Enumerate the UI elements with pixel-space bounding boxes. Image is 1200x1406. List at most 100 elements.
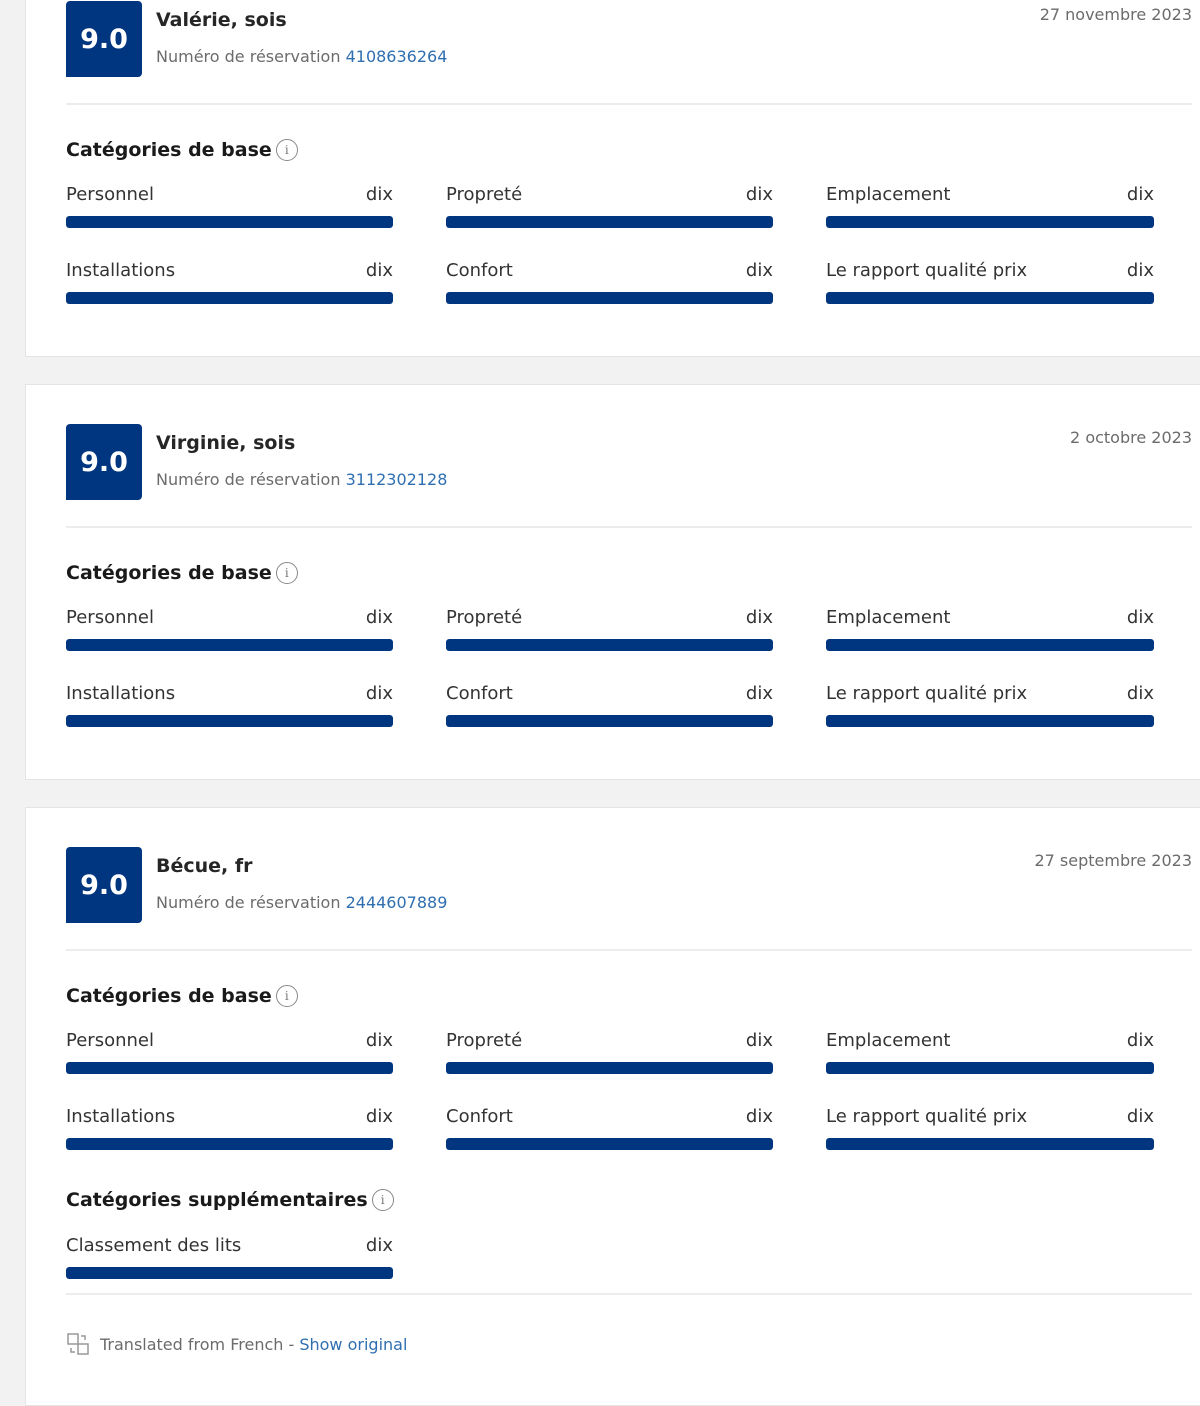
category-score: Le rapport qualité prix dix (826, 258, 1154, 304)
category-value: dix (745, 606, 773, 628)
review-card: 9.0 Virginie, sois Numéro de réservation… (25, 384, 1200, 780)
score-bar-fill (446, 639, 773, 651)
review-date: 2 octobre 2023 (1070, 428, 1192, 447)
category-score: Propreté dix (446, 182, 773, 228)
score-bar (826, 639, 1154, 651)
score-bar-fill (66, 1267, 393, 1279)
category-label: Propreté (446, 1029, 523, 1051)
category-label: Personnel (66, 1029, 154, 1051)
score-bar-fill (826, 292, 1154, 304)
show-original-link[interactable]: Show original (299, 1334, 408, 1354)
score-bar (826, 1138, 1154, 1150)
category-value: dix (745, 1029, 773, 1051)
category-label: Classement des lits (66, 1234, 242, 1256)
score-bar-fill (826, 216, 1154, 228)
score-bar (826, 715, 1154, 727)
base-categories: Personnel dix Propreté dix Emplacement dix … (66, 1028, 1192, 1150)
score-bar (826, 1062, 1154, 1074)
category-score: Le rapport qualité prix dix (826, 681, 1154, 727)
score-bar-fill (66, 216, 393, 228)
score-bar-fill (446, 1138, 773, 1150)
info-icon[interactable]: i (275, 562, 298, 584)
score-bar (826, 292, 1154, 304)
section-heading: Catégories de base i (66, 984, 1192, 1008)
category-value: dix (1126, 1105, 1154, 1127)
booking-number: Numéro de réservation 2444607889 (156, 893, 447, 912)
score-bar (66, 216, 393, 228)
category-label: Propreté (446, 183, 523, 205)
score-bar (66, 1267, 393, 1279)
category-value: dix (365, 1234, 393, 1256)
info-icon[interactable]: i (275, 985, 298, 1007)
score-bar-fill (66, 292, 393, 304)
review-card: 9.0 Valérie, sois Numéro de réservation … (25, 0, 1200, 357)
review-date: 27 septembre 2023 (1034, 851, 1192, 870)
section-title: Catégories de base (66, 139, 272, 161)
category-score: Installations dix (66, 258, 393, 304)
category-score: Personnel dix (66, 1028, 393, 1074)
info-icon[interactable]: i (275, 139, 298, 161)
score-bar (446, 1062, 773, 1074)
score-bar (446, 292, 773, 304)
category-label: Installations (66, 682, 176, 704)
category-label: Installations (66, 259, 176, 281)
translate-icon (67, 1333, 89, 1355)
category-value: dix (745, 1105, 773, 1127)
translation-text: Translated from French - (100, 1334, 300, 1354)
booking-number: Numéro de réservation 3112302128 (156, 470, 447, 489)
score-bar-fill (446, 715, 773, 727)
section-title: Catégories de base (66, 985, 272, 1007)
score-bar (446, 715, 773, 727)
category-label: Le rapport qualité prix (826, 1105, 1028, 1127)
divider (66, 949, 1192, 951)
reviewer-name: Bécue, fr (156, 855, 253, 877)
score-bar (66, 715, 393, 727)
booking-number-link[interactable]: 4108636264 (345, 47, 448, 66)
score-bar-fill (446, 1062, 773, 1074)
category-score: Personnel dix (66, 182, 393, 228)
score-badge: 9.0 (66, 847, 142, 923)
section-title: Catégories supplémentaires (66, 1189, 368, 1211)
category-label: Emplacement (826, 183, 951, 205)
score-bar (826, 216, 1154, 228)
score-bar (446, 216, 773, 228)
category-value: dix (1126, 682, 1154, 704)
category-score: Propreté dix (446, 605, 773, 651)
info-icon[interactable]: i (371, 1189, 394, 1211)
category-label: Le rapport qualité prix (826, 682, 1028, 704)
booking-number-link[interactable]: 2444607889 (345, 893, 448, 912)
booking-label: Numéro de réservation (156, 47, 341, 66)
review-date: 27 novembre 2023 (1039, 5, 1192, 24)
score-bar (446, 639, 773, 651)
category-value: dix (365, 1105, 393, 1127)
category-value: dix (365, 259, 393, 281)
category-label: Le rapport qualité prix (826, 259, 1028, 281)
score-bar (66, 292, 393, 304)
category-value: dix (1126, 183, 1154, 205)
category-score: Confort dix (446, 1104, 773, 1150)
booking-number-link[interactable]: 3112302128 (345, 470, 448, 489)
category-value: dix (1126, 1029, 1154, 1051)
category-label: Installations (66, 1105, 176, 1127)
section-heading: Catégories de base i (66, 561, 1192, 585)
reviewer-name: Virginie, sois (156, 432, 296, 454)
review-card: 9.0 Bécue, fr Numéro de réservation 2444… (25, 807, 1200, 1406)
category-value: dix (365, 1029, 393, 1051)
category-score: Propreté dix (446, 1028, 773, 1074)
category-label: Personnel (66, 606, 154, 628)
category-value: dix (745, 259, 773, 281)
booking-number: Numéro de réservation 4108636264 (156, 47, 447, 66)
score-bar (66, 1062, 393, 1074)
category-label: Personnel (66, 183, 154, 205)
score-bar-fill (66, 715, 393, 727)
score-bar (66, 1138, 393, 1150)
section-heading: Catégories supplémentaires i (66, 1188, 1192, 1212)
booking-label: Numéro de réservation (156, 470, 341, 489)
category-score: Emplacement dix (826, 182, 1154, 228)
category-value: dix (365, 606, 393, 628)
category-label: Emplacement (826, 1029, 951, 1051)
section-heading: Catégories de base i (66, 138, 1192, 162)
category-score: Personnel dix (66, 605, 393, 651)
base-categories: Personnel dix Propreté dix Emplacement dix … (66, 605, 1192, 727)
category-value: dix (1126, 259, 1154, 281)
